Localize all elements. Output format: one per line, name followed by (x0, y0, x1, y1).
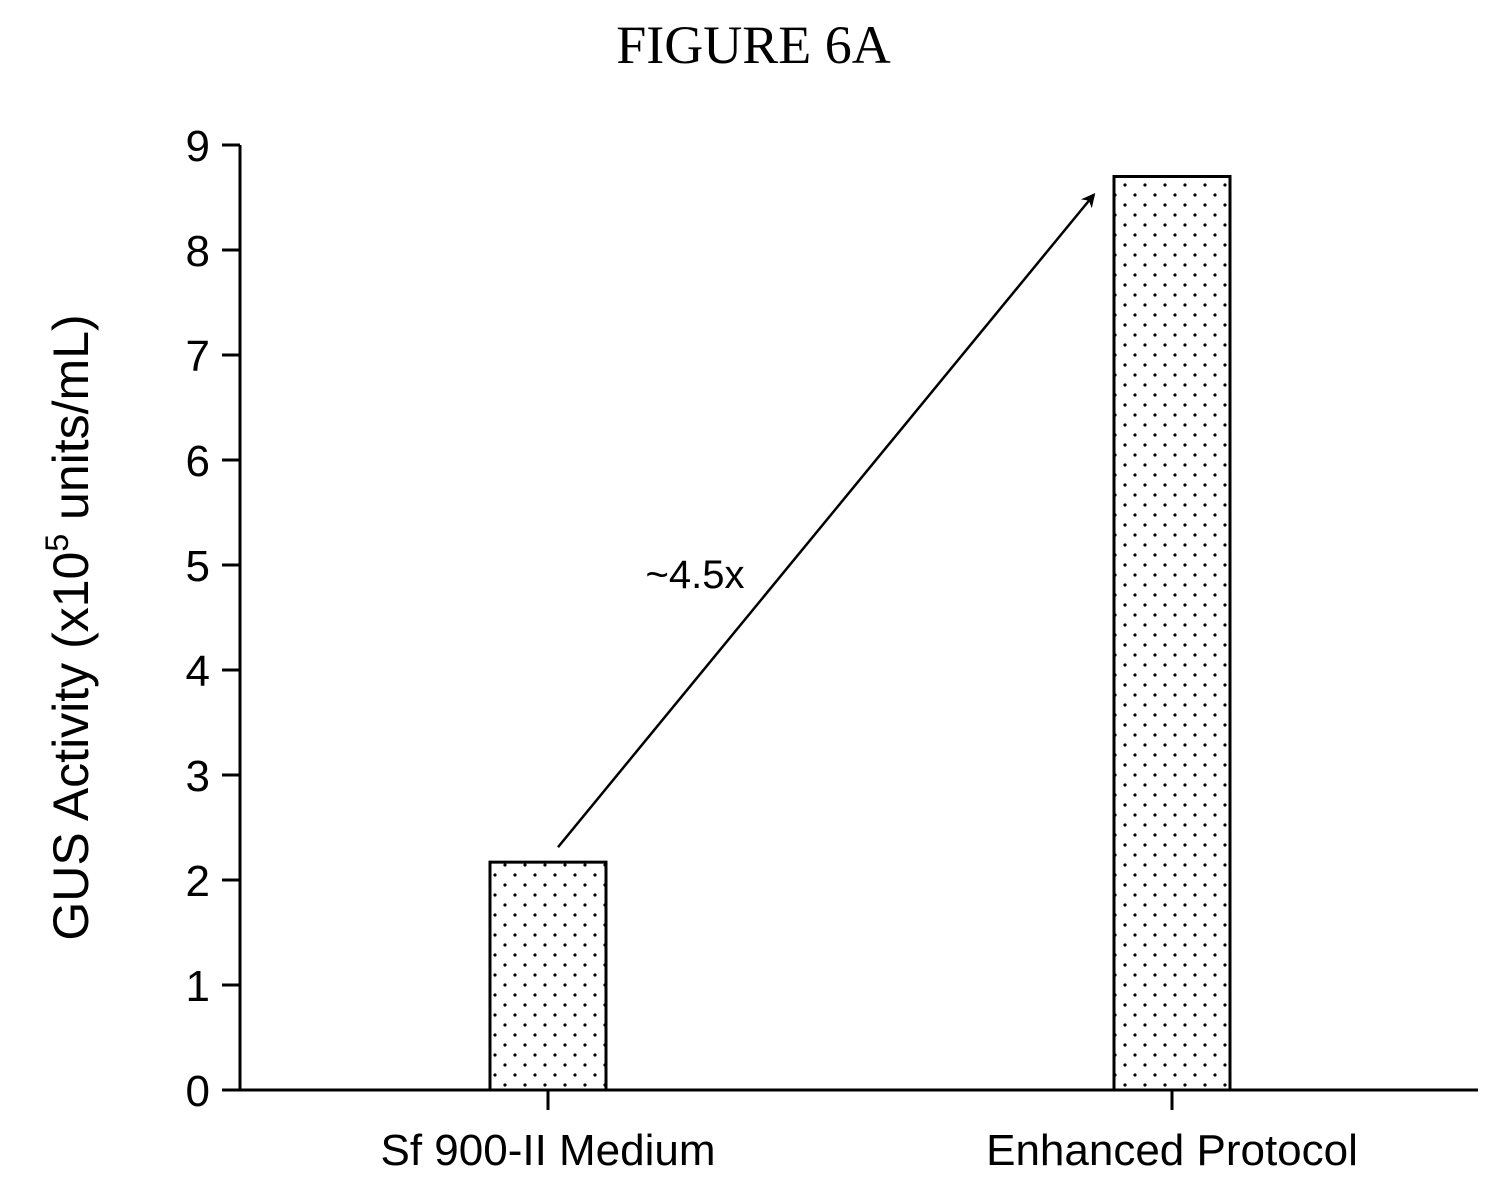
y-tick-label: 8 (186, 227, 210, 276)
y-tick-label: 3 (186, 752, 210, 801)
x-axis: Sf 900-II Medium Enhanced Protocol (222, 1088, 1478, 1175)
y-tick-label: 7 (186, 332, 210, 381)
y-tick-label: 4 (186, 647, 210, 696)
fold-change-label: ~4.5x (646, 553, 745, 597)
y-axis-label: GUS Activity (x105 units/mL) (39, 314, 99, 940)
x-category-label: Enhanced Protocol (986, 1126, 1358, 1175)
x-category-label: Sf 900-II Medium (380, 1126, 715, 1175)
y-tick-label: 2 (186, 857, 210, 906)
bars (488, 175, 1232, 1092)
y-tick-label: 1 (186, 962, 210, 1011)
fold-change-annotation: ~4.5x (557, 192, 1096, 848)
bar-enhanced-protocol (1112, 175, 1232, 1092)
y-tick-label: 9 (186, 122, 210, 171)
y-tick-label: 0 (186, 1067, 210, 1116)
y-axis: 0 1 2 3 4 5 6 7 8 9 (186, 122, 242, 1116)
figure-title: FIGURE 6A (616, 15, 891, 75)
fold-change-arrow (557, 192, 1096, 848)
bar-sf900-ii-medium (488, 860, 608, 1092)
y-tick-label: 5 (186, 542, 210, 591)
y-tick-label: 6 (186, 437, 210, 486)
